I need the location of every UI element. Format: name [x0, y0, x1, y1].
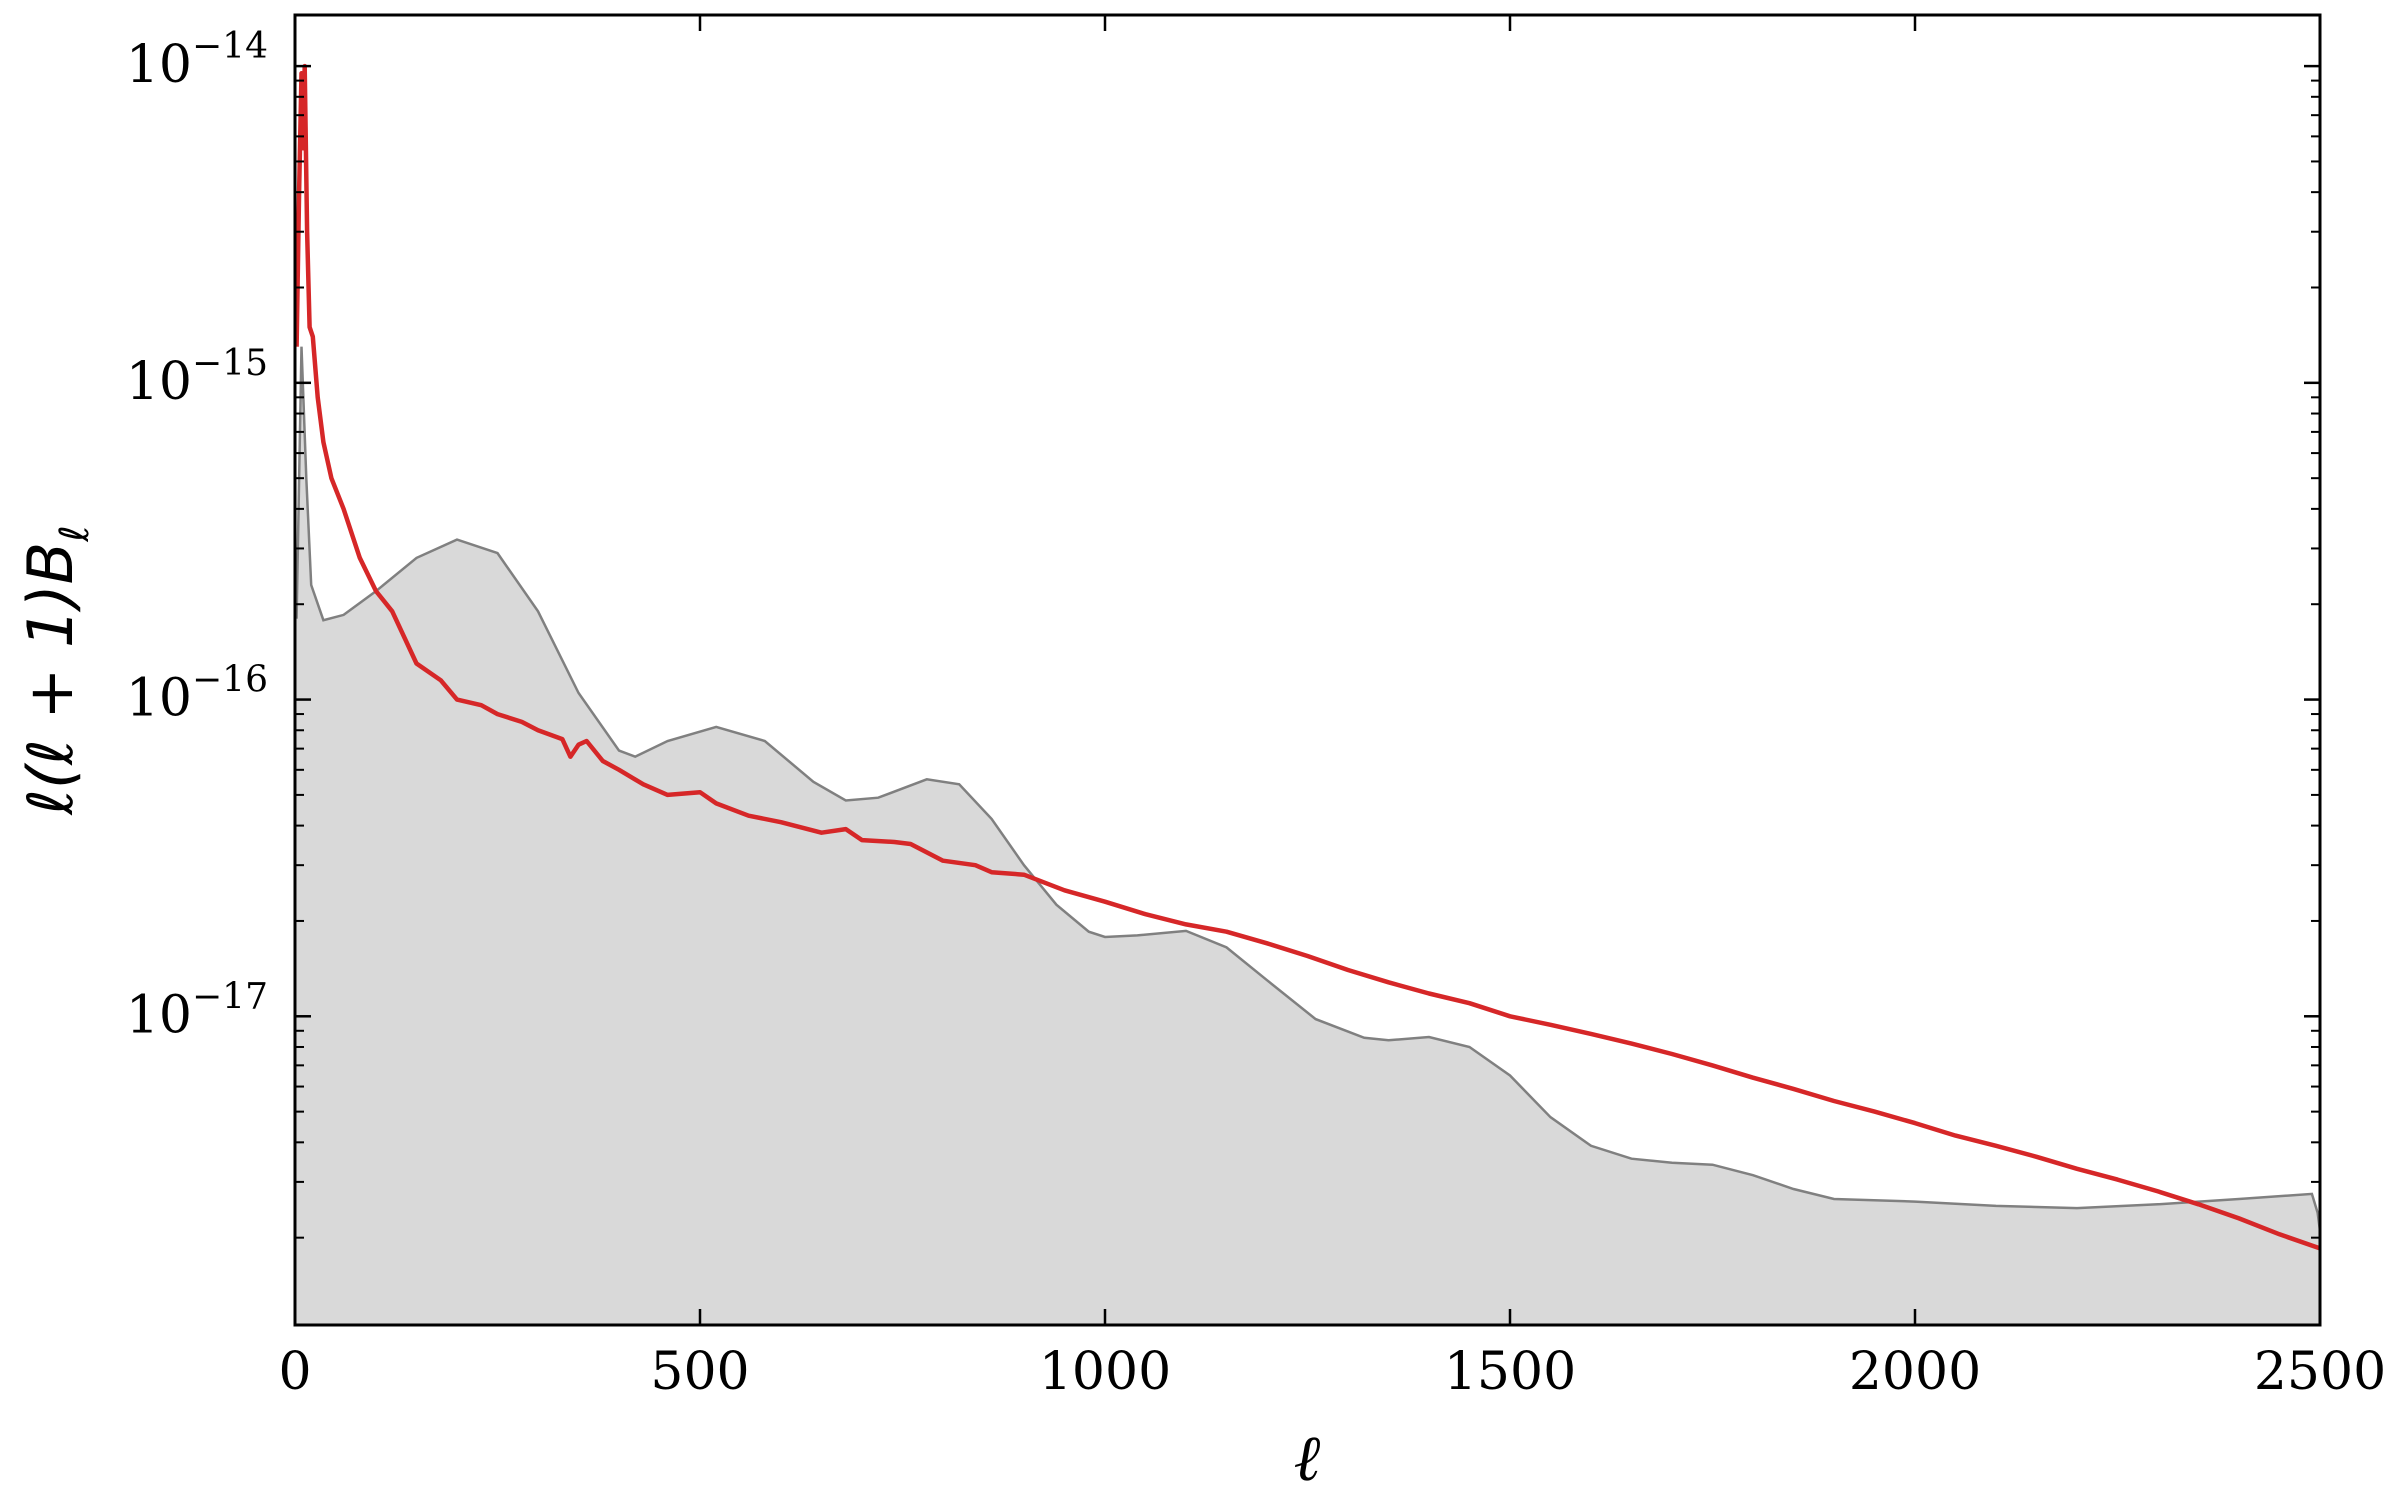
- x-tick-label: 1000: [1039, 1342, 1171, 1402]
- series-0-area: [296, 346, 2320, 1325]
- x-tick-label: 2500: [2254, 1342, 2386, 1402]
- x-axis-title: ℓ: [1294, 1422, 1321, 1496]
- series-1-line: [295, 63, 2320, 1251]
- y-axis-title: ℓ(ℓ + 1)Bℓ: [14, 525, 98, 815]
- plot-area: [295, 63, 2320, 1325]
- plot-frame: [293, 13, 2322, 1327]
- x-tick-label: 500: [650, 1342, 749, 1402]
- x-tick-label: 2000: [1849, 1342, 1981, 1402]
- y-tick-label: 10−16: [126, 660, 268, 729]
- x-tick-label: 0: [278, 1342, 311, 1402]
- y-tick-label: 10−17: [126, 976, 268, 1045]
- y-tick-label: 10−14: [126, 26, 268, 95]
- x-tick-label: 1500: [1444, 1342, 1576, 1402]
- y-tick-label: 10−15: [126, 343, 268, 412]
- tick-labels: 0 500 1000 1500 2000 2500 10−17 10−16 10−15 10−14: [126, 26, 2386, 1402]
- series-0-outline: [295, 346, 2320, 1232]
